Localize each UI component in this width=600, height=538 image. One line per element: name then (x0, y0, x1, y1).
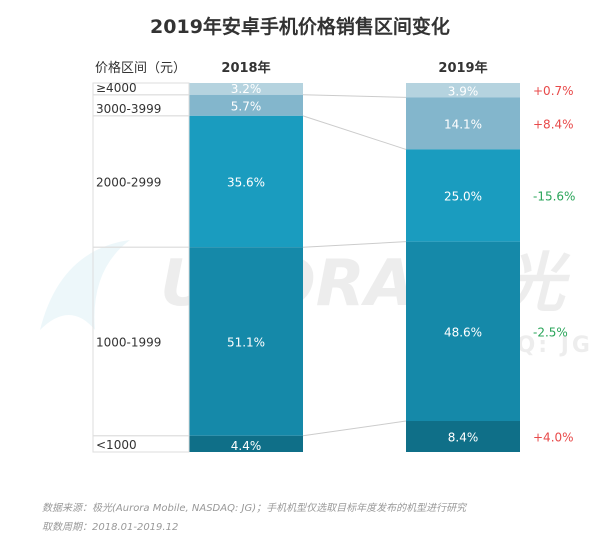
range-label: <1000 (96, 438, 137, 452)
bar-segment (189, 115, 303, 248)
range-label: ≥4000 (96, 81, 137, 95)
bar-segment (406, 421, 520, 452)
data-label: 3.9% (448, 84, 479, 98)
change-label: -15.6% (533, 190, 575, 204)
data-label: 3.2% (231, 82, 262, 96)
data-label: 8.4% (448, 431, 479, 445)
bar-segment (189, 83, 303, 95)
data-label: 14.1% (444, 117, 482, 131)
change-label: -2.5% (533, 325, 568, 339)
data-label: 25.0% (444, 190, 482, 204)
bar-segment (406, 83, 520, 98)
bar-category-label: 2018年 (221, 60, 270, 76)
data-label: 48.6% (444, 325, 482, 339)
bar-segment (406, 149, 520, 242)
category-header: 价格区间（元） (95, 60, 186, 76)
bar-category-label: 2019年 (438, 60, 487, 76)
change-label: +4.0% (533, 431, 574, 445)
data-label: 5.7% (231, 99, 262, 113)
watermark-icon (40, 240, 130, 330)
bar-segment (406, 241, 520, 422)
connector-line (302, 420, 407, 437)
data-label: 35.6% (227, 176, 265, 190)
range-label: 1000-1999 (96, 335, 161, 349)
connector-line (302, 94, 407, 98)
period-note: 取数周期：2018.01-2019.12 (42, 522, 179, 533)
range-label: 2000-2999 (96, 176, 161, 190)
change-label: +0.7% (533, 84, 574, 98)
bar-segment (189, 435, 303, 452)
data-label: 4.4% (231, 439, 262, 453)
connector-line (302, 115, 407, 150)
bar-segment (189, 94, 303, 116)
chart-title: 2019年安卓手机价格销售区间变化 (150, 16, 450, 38)
connector-line (302, 241, 407, 248)
range-label: 3000-3999 (96, 102, 161, 116)
bar-segment (189, 247, 303, 436)
data-label: 51.1% (227, 335, 265, 349)
change-label: +8.4% (533, 117, 574, 131)
bar-segment (406, 97, 520, 150)
range-cell (92, 435, 190, 453)
source-note: 数据来源：极光(Aurora Mobile, NASDAQ: JG)；手机机型仅… (42, 503, 467, 514)
